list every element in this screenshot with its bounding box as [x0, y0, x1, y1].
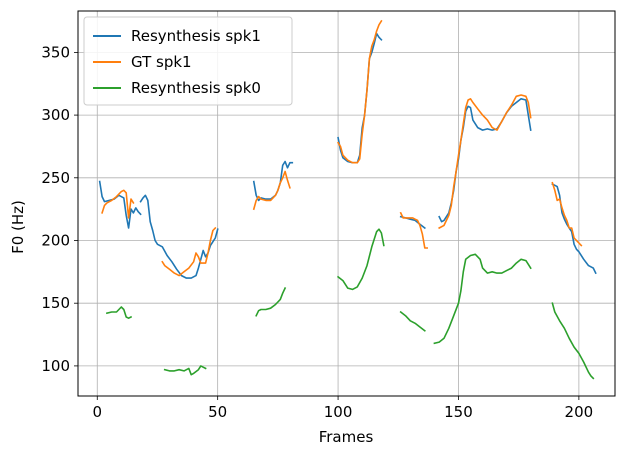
series-line-segment: [336, 228, 385, 291]
y-tick-label: 250: [41, 169, 70, 187]
series-line-segment: [551, 183, 597, 275]
legend: Resynthesis spk1 GT spk1 Resynthesis spk0: [83, 16, 293, 106]
legend-box: [83, 16, 293, 106]
series-line-segment: [551, 181, 583, 247]
series-line-segment: [105, 306, 133, 320]
legend-label: Resynthesis spk1: [131, 27, 261, 45]
y-axis-label: F0 (Hz): [9, 200, 27, 254]
y-tick-label: 100: [41, 357, 70, 375]
x-tick-label: 200: [565, 403, 594, 421]
series-line-segment: [438, 94, 532, 230]
x-tick-label: 100: [324, 403, 353, 421]
series-line-segment: [163, 365, 207, 376]
series-line-segment: [101, 189, 135, 219]
series-line-segment: [433, 253, 532, 345]
plot-frame: [77, 10, 616, 397]
y-tick-label: 200: [41, 231, 70, 249]
series-line-segment: [551, 302, 595, 380]
series-lines: [98, 19, 597, 380]
series-gt-spk1: [101, 19, 583, 277]
y-tick-label: 350: [41, 43, 70, 61]
series-resynthesis-spk0: [105, 228, 595, 380]
grid: [78, 11, 615, 396]
series-line-segment: [399, 211, 429, 249]
series-line-segment: [252, 170, 291, 211]
axis-ticks: 0 50 100 150 200 100 150 200 250 300 350: [41, 43, 593, 421]
y-tick-label: 150: [41, 294, 70, 312]
series-line-segment: [161, 226, 217, 277]
y-tick-label: 300: [41, 106, 70, 124]
legend-label: Resynthesis spk0: [131, 79, 261, 97]
x-tick-label: 50: [208, 403, 227, 421]
series-line-segment: [399, 310, 426, 332]
series-line-segment: [336, 19, 383, 164]
x-tick-label: 150: [444, 403, 473, 421]
legend-label: GT spk1: [131, 53, 192, 71]
series-line-segment: [98, 180, 142, 229]
x-axis-label: Frames: [319, 428, 374, 446]
series-line-segment: [255, 287, 287, 317]
x-tick-label: 0: [92, 403, 102, 421]
